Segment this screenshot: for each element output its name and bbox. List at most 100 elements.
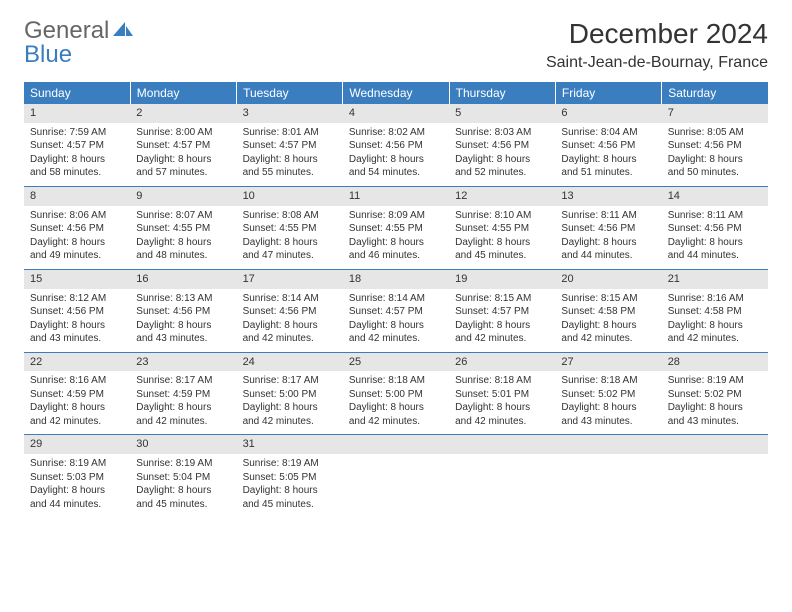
daylight-line2: and 47 minutes. (243, 249, 337, 263)
daylight-line2: and 43 minutes. (30, 332, 124, 346)
weekday-header: Thursday (449, 82, 555, 104)
daylight-line1: Daylight: 8 hours (561, 153, 655, 167)
daylight-line1: Daylight: 8 hours (455, 319, 549, 333)
day-body: Sunrise: 8:10 AMSunset: 4:55 PMDaylight:… (449, 206, 555, 269)
day-number: 21 (662, 270, 768, 289)
day-body: Sunrise: 8:07 AMSunset: 4:55 PMDaylight:… (130, 206, 236, 269)
sunset-text: Sunset: 4:56 PM (668, 222, 762, 236)
calendar-day-cell: 7Sunrise: 8:05 AMSunset: 4:56 PMDaylight… (662, 104, 768, 186)
day-body: Sunrise: 8:13 AMSunset: 4:56 PMDaylight:… (130, 289, 236, 352)
day-body: Sunrise: 8:12 AMSunset: 4:56 PMDaylight:… (24, 289, 130, 352)
day-number: 1 (24, 104, 130, 123)
sunrise-text: Sunrise: 8:00 AM (136, 126, 230, 140)
daylight-line2: and 45 minutes. (136, 498, 230, 512)
day-number: 5 (449, 104, 555, 123)
day-number: 13 (555, 187, 661, 206)
calendar-day-cell: 27Sunrise: 8:18 AMSunset: 5:02 PMDayligh… (555, 352, 661, 435)
sunrise-text: Sunrise: 8:14 AM (349, 292, 443, 306)
day-body (343, 454, 449, 516)
day-number: 20 (555, 270, 661, 289)
daylight-line1: Daylight: 8 hours (136, 319, 230, 333)
sunset-text: Sunset: 4:59 PM (30, 388, 124, 402)
day-number: 26 (449, 353, 555, 372)
day-number: 6 (555, 104, 661, 123)
daylight-line1: Daylight: 8 hours (349, 236, 443, 250)
weekday-header: Saturday (662, 82, 768, 104)
daylight-line1: Daylight: 8 hours (561, 401, 655, 415)
daylight-line2: and 42 minutes. (243, 415, 337, 429)
calendar-day-cell: 20Sunrise: 8:15 AMSunset: 4:58 PMDayligh… (555, 269, 661, 352)
sunrise-text: Sunrise: 8:02 AM (349, 126, 443, 140)
daylight-line2: and 42 minutes. (30, 415, 124, 429)
daylight-line1: Daylight: 8 hours (243, 153, 337, 167)
day-body: Sunrise: 8:15 AMSunset: 4:57 PMDaylight:… (449, 289, 555, 352)
sunset-text: Sunset: 4:56 PM (561, 222, 655, 236)
daylight-line1: Daylight: 8 hours (136, 484, 230, 498)
daylight-line1: Daylight: 8 hours (136, 153, 230, 167)
calendar-day-cell (555, 435, 661, 517)
day-number: 11 (343, 187, 449, 206)
day-number (343, 435, 449, 454)
calendar-day-cell: 13Sunrise: 8:11 AMSunset: 4:56 PMDayligh… (555, 186, 661, 269)
day-number: 28 (662, 353, 768, 372)
day-number: 8 (24, 187, 130, 206)
calendar-day-cell: 10Sunrise: 8:08 AMSunset: 4:55 PMDayligh… (237, 186, 343, 269)
day-body: Sunrise: 8:00 AMSunset: 4:57 PMDaylight:… (130, 123, 236, 186)
sunset-text: Sunset: 4:55 PM (136, 222, 230, 236)
sunset-text: Sunset: 4:55 PM (455, 222, 549, 236)
calendar-table: Sunday Monday Tuesday Wednesday Thursday… (24, 82, 768, 517)
sunset-text: Sunset: 5:05 PM (243, 471, 337, 485)
day-body: Sunrise: 8:11 AMSunset: 4:56 PMDaylight:… (555, 206, 661, 269)
day-body: Sunrise: 8:17 AMSunset: 4:59 PMDaylight:… (130, 371, 236, 434)
day-body: Sunrise: 8:16 AMSunset: 4:58 PMDaylight:… (662, 289, 768, 352)
daylight-line2: and 57 minutes. (136, 166, 230, 180)
sunset-text: Sunset: 4:56 PM (243, 305, 337, 319)
calendar-day-cell: 12Sunrise: 8:10 AMSunset: 4:55 PMDayligh… (449, 186, 555, 269)
calendar-day-cell: 30Sunrise: 8:19 AMSunset: 5:04 PMDayligh… (130, 435, 236, 517)
sunrise-text: Sunrise: 8:19 AM (30, 457, 124, 471)
sunrise-text: Sunrise: 8:18 AM (561, 374, 655, 388)
daylight-line1: Daylight: 8 hours (30, 153, 124, 167)
calendar-day-cell (662, 435, 768, 517)
day-body (449, 454, 555, 516)
sunset-text: Sunset: 5:00 PM (243, 388, 337, 402)
daylight-line2: and 44 minutes. (30, 498, 124, 512)
daylight-line2: and 52 minutes. (455, 166, 549, 180)
day-number: 18 (343, 270, 449, 289)
weekday-header: Monday (130, 82, 236, 104)
daylight-line1: Daylight: 8 hours (136, 401, 230, 415)
daylight-line2: and 42 minutes. (455, 415, 549, 429)
daylight-line2: and 49 minutes. (30, 249, 124, 263)
day-body: Sunrise: 8:06 AMSunset: 4:56 PMDaylight:… (24, 206, 130, 269)
calendar-day-cell: 4Sunrise: 8:02 AMSunset: 4:56 PMDaylight… (343, 104, 449, 186)
day-body: Sunrise: 8:03 AMSunset: 4:56 PMDaylight:… (449, 123, 555, 186)
sunrise-text: Sunrise: 8:15 AM (455, 292, 549, 306)
calendar-day-cell: 16Sunrise: 8:13 AMSunset: 4:56 PMDayligh… (130, 269, 236, 352)
daylight-line2: and 48 minutes. (136, 249, 230, 263)
calendar-day-cell: 3Sunrise: 8:01 AMSunset: 4:57 PMDaylight… (237, 104, 343, 186)
day-number (449, 435, 555, 454)
day-number: 19 (449, 270, 555, 289)
calendar-week-row: 29Sunrise: 8:19 AMSunset: 5:03 PMDayligh… (24, 435, 768, 517)
sunset-text: Sunset: 4:55 PM (243, 222, 337, 236)
day-number: 3 (237, 104, 343, 123)
sunset-text: Sunset: 4:59 PM (136, 388, 230, 402)
daylight-line2: and 55 minutes. (243, 166, 337, 180)
day-body: Sunrise: 8:19 AMSunset: 5:05 PMDaylight:… (237, 454, 343, 517)
daylight-line1: Daylight: 8 hours (243, 236, 337, 250)
daylight-line1: Daylight: 8 hours (455, 153, 549, 167)
calendar-day-cell: 29Sunrise: 8:19 AMSunset: 5:03 PMDayligh… (24, 435, 130, 517)
calendar-day-cell: 18Sunrise: 8:14 AMSunset: 4:57 PMDayligh… (343, 269, 449, 352)
sunrise-text: Sunrise: 8:11 AM (561, 209, 655, 223)
day-number: 4 (343, 104, 449, 123)
day-body (662, 454, 768, 516)
daylight-line1: Daylight: 8 hours (668, 153, 762, 167)
sunset-text: Sunset: 4:58 PM (561, 305, 655, 319)
day-number: 29 (24, 435, 130, 454)
sunset-text: Sunset: 5:02 PM (668, 388, 762, 402)
sunrise-text: Sunrise: 8:04 AM (561, 126, 655, 140)
daylight-line2: and 44 minutes. (561, 249, 655, 263)
day-number: 23 (130, 353, 236, 372)
title-block: December 2024 Saint-Jean-de-Bournay, Fra… (546, 18, 768, 72)
sunrise-text: Sunrise: 8:10 AM (455, 209, 549, 223)
